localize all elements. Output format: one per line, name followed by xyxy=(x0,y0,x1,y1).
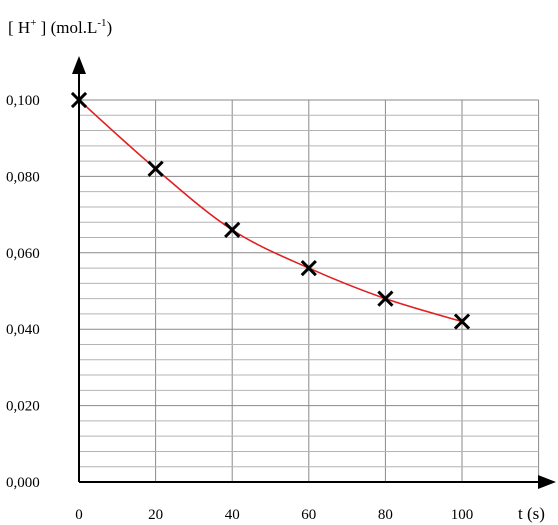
marker-stroke xyxy=(453,313,471,330)
marker-stroke xyxy=(147,160,164,177)
marker-stroke xyxy=(300,259,317,277)
x-axis-title: t (s) xyxy=(518,504,545,523)
x-tick-label: 40 xyxy=(225,507,240,523)
data-point xyxy=(300,259,317,277)
y-tick-label: 0,080 xyxy=(6,169,40,185)
y-tick-label: 0,020 xyxy=(6,399,40,415)
x-tick-label: 60 xyxy=(301,507,316,523)
series-curve xyxy=(78,99,463,323)
data-point xyxy=(453,313,471,330)
y-axis-arrow xyxy=(72,56,86,74)
data-point xyxy=(147,160,164,177)
data-point xyxy=(377,290,394,307)
y-tick-label: 0,060 xyxy=(6,246,40,262)
tick-labels: 0 20 40 60 80 100 0,000 0,020 0,040 0,060 0,080 0,1… xyxy=(6,93,473,523)
marker-stroke xyxy=(377,290,394,307)
y-tick-label: 0,000 xyxy=(6,475,40,491)
x-tick-label: 100 xyxy=(451,507,474,523)
data-point xyxy=(224,221,241,239)
y-tick-label: 0,040 xyxy=(6,322,40,338)
x-tick-label: 0 xyxy=(75,507,83,523)
marker-stroke xyxy=(224,221,241,239)
data-markers xyxy=(70,91,471,330)
x-tick-label: 20 xyxy=(148,507,163,523)
y-axis-title: [ H+ ] (mol.L-1) xyxy=(8,17,112,37)
x-axis-arrow xyxy=(538,475,556,489)
data-point xyxy=(70,91,88,109)
grid xyxy=(79,99,540,483)
axes xyxy=(72,56,556,489)
marker-stroke xyxy=(70,91,88,109)
x-tick-label: 80 xyxy=(378,507,393,523)
y-tick-label: 0,100 xyxy=(6,93,40,109)
